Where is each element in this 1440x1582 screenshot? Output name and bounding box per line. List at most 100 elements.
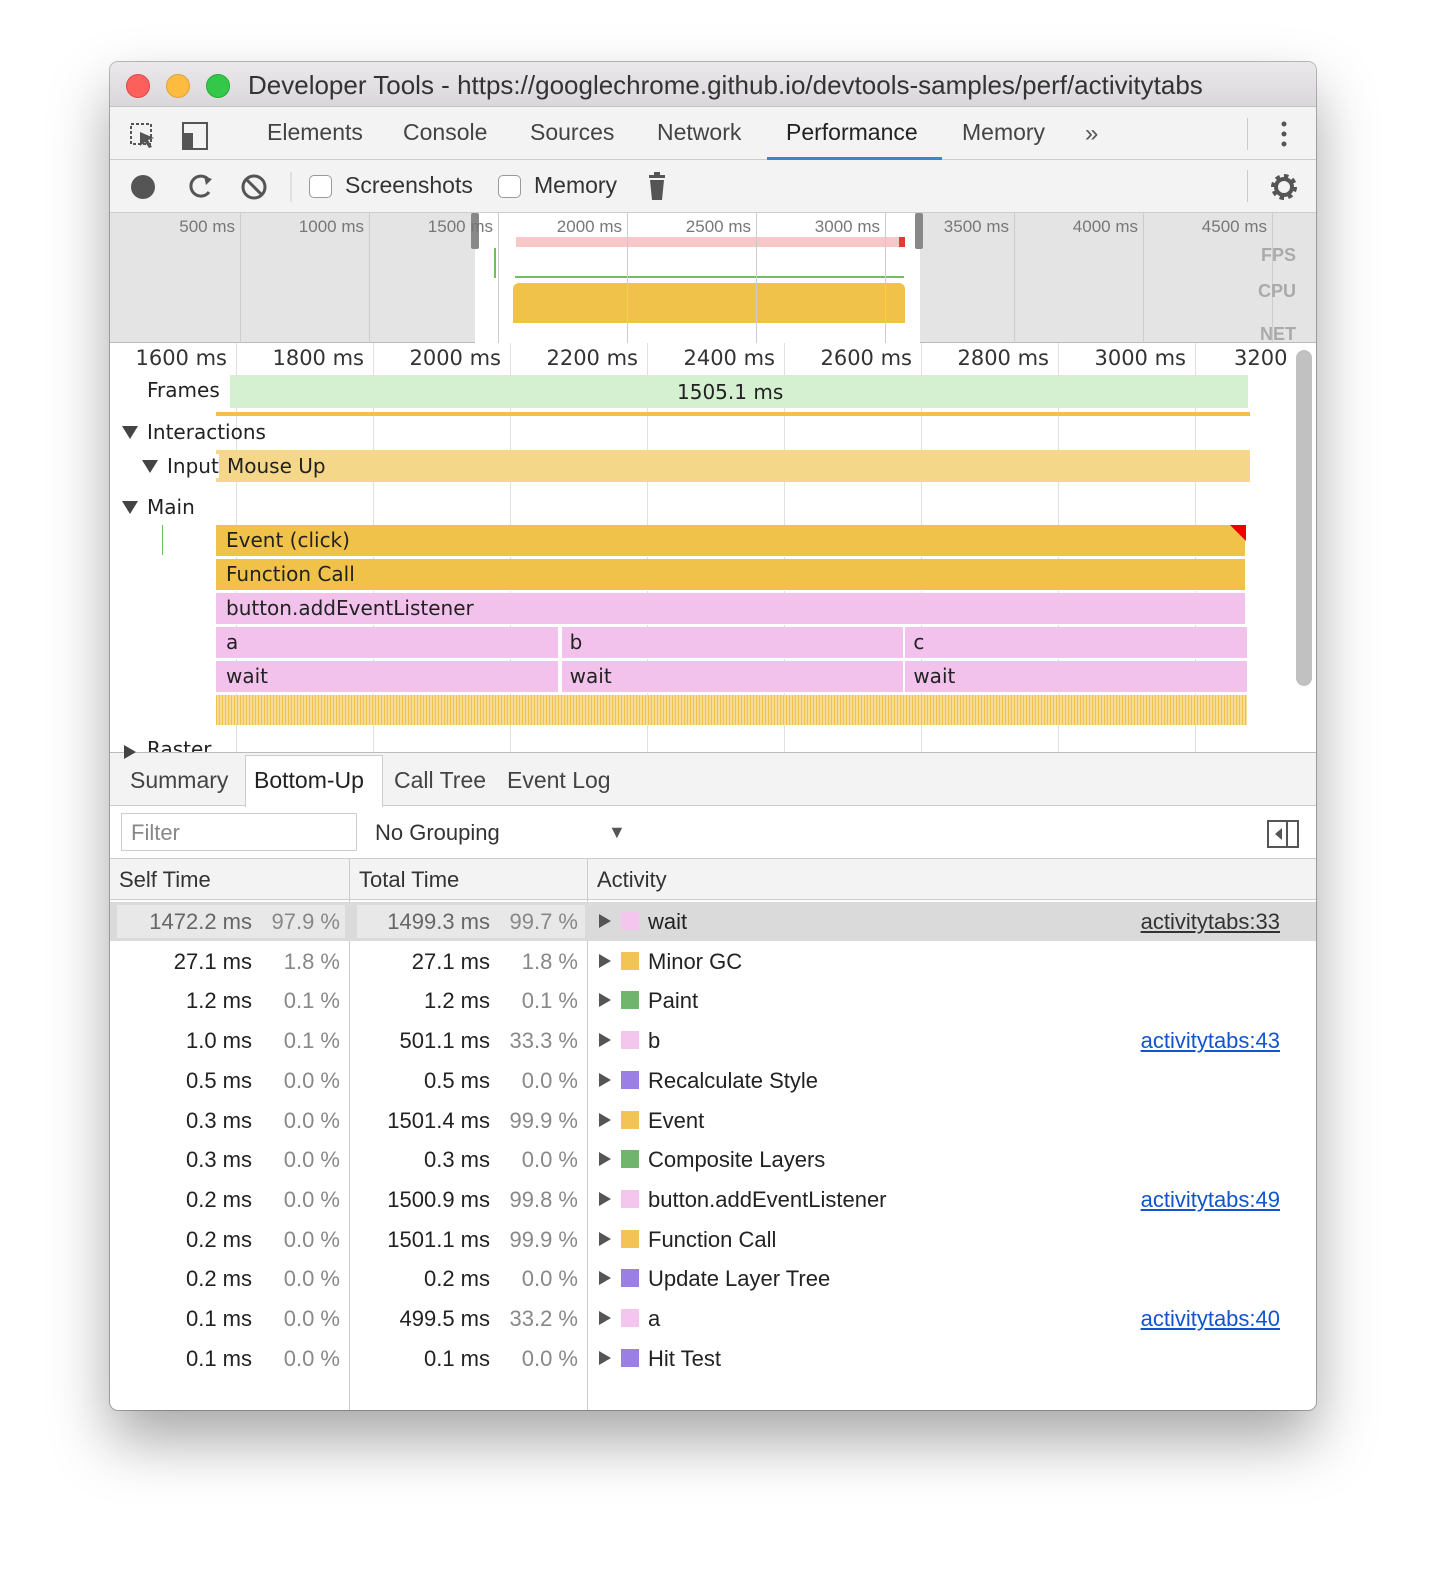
bottom-tab[interactable]: Summary (130, 767, 229, 793)
timeline-tick-label flame: 2800 ms (957, 346, 1049, 370)
row-expand[interactable] (599, 1191, 611, 1206)
flame-label: Function Call (226, 562, 355, 586)
checkbox-label: Memory (534, 172, 618, 198)
activity-name: Recalculate Style (648, 1067, 818, 1093)
row-expand[interactable] (599, 993, 611, 1008)
category-swatch (621, 1229, 639, 1248)
total-time: 1501.4 ms (387, 1107, 490, 1133)
overview-tick-label: 4000 ms (1072, 217, 1138, 236)
settings-button[interactable] (1269, 172, 1299, 202)
flame-entry[interactable] (905, 661, 1247, 693)
selection-handle[interactable] (471, 213, 479, 249)
flame-entry[interactable] (561, 627, 904, 659)
overview-grid-line (756, 213, 757, 343)
overview-grid-line (1143, 213, 1144, 343)
selection-handle[interactable] (915, 213, 923, 249)
source-link[interactable]: activitytabs:40 (1140, 1306, 1280, 1331)
gc-stripes (216, 695, 1247, 725)
checkbox[interactable] (498, 175, 521, 198)
flame-entry[interactable] (216, 593, 1245, 625)
raster-triangle[interactable] (124, 745, 136, 759)
panel-tab[interactable]: Memory (962, 119, 1046, 145)
scrollbar[interactable] (1296, 350, 1312, 686)
panel-tab[interactable]: Performance (786, 119, 918, 145)
column-header[interactable]: Activity (597, 867, 667, 892)
flame-label: wait (569, 664, 612, 688)
flame-label: wait (913, 664, 956, 688)
flame-entry[interactable] (216, 627, 558, 659)
flame-label: b (569, 630, 583, 654)
dropdown-arrow[interactable]: ▼ (608, 822, 626, 842)
overview-grid-line (498, 213, 499, 343)
row-expand[interactable] (599, 914, 611, 928)
minimize-button[interactable] (166, 74, 190, 98)
self-percent: 0.1 % (283, 1028, 340, 1054)
flame-entry[interactable] (216, 661, 558, 693)
row-expand[interactable] (599, 1033, 611, 1048)
timeline-tick-label flame: 2400 ms (683, 346, 775, 370)
expand-triangle[interactable] (142, 460, 158, 473)
panel-tab[interactable]: Elements (267, 119, 363, 145)
more-tabs[interactable]: » (1085, 120, 1099, 147)
flame-entry[interactable] (216, 559, 1245, 591)
overview-track-label: NET (1260, 324, 1296, 344)
self-percent: 0.0 % (283, 1226, 340, 1252)
window-title: Developer Tools - https://googlechrome.g… (248, 70, 1203, 100)
fps-line (515, 276, 904, 278)
overview-grid-line (240, 213, 241, 343)
main-marker (162, 525, 163, 555)
flame-label: Event (click) (226, 528, 350, 552)
row-expand[interactable] (599, 1072, 611, 1087)
bottom-tab[interactable]: Call Tree (394, 767, 487, 793)
flame-entry[interactable] (561, 661, 904, 693)
close-button[interactable] (126, 74, 150, 98)
row-expand[interactable] (599, 1271, 611, 1286)
devtools-window: » ▼ Developer Tools - https://googlechro… (110, 62, 1316, 1410)
filter-input[interactable] (121, 813, 357, 851)
column-header[interactable]: Self Time (119, 867, 211, 892)
panel-tab[interactable]: Sources (530, 119, 615, 145)
self-percent: 0.0 % (283, 1067, 340, 1093)
activity-name: wait (648, 909, 688, 934)
reload-button[interactable] (189, 174, 211, 198)
checkbox[interactable] (309, 175, 332, 198)
bottom-tab[interactable]: Event Log (507, 767, 611, 793)
row-expand[interactable] (599, 1112, 611, 1127)
column-divider (349, 858, 350, 1410)
flame-label: button.addEventListener (226, 596, 474, 620)
sidebar-toggle[interactable] (1267, 820, 1299, 848)
panel-tab[interactable]: Network (657, 119, 742, 145)
row-expand[interactable] (599, 1231, 611, 1246)
row-expand[interactable] (599, 1311, 611, 1325)
panel-tab[interactable]: Console (403, 119, 488, 145)
source-link[interactable]: activitytabs:43 (1140, 1028, 1280, 1054)
toolbar-icons (130, 122, 208, 150)
expand-triangle[interactable] (122, 501, 138, 514)
total-time: 499.5 ms (399, 1306, 491, 1331)
total-percent: 99.8 % (509, 1186, 579, 1212)
source-link[interactable]: activitytabs:33 (1140, 909, 1280, 934)
total-time: 0.2 ms (423, 1266, 490, 1292)
flame-entry[interactable] (216, 525, 1245, 557)
total-percent: 99.9 % (509, 1226, 579, 1252)
expand-triangle[interactable] (122, 426, 138, 439)
clear-button[interactable] (241, 174, 267, 200)
bottom-tab[interactable]: Bottom-Up (254, 767, 364, 793)
row-expand[interactable] (599, 953, 611, 968)
collect-garbage-button[interactable] (647, 172, 667, 202)
record-button[interactable] (131, 175, 155, 199)
flame-entry[interactable] (905, 627, 1247, 659)
column-header[interactable]: Total Time (359, 867, 460, 892)
overview-tick-label: 1000 ms (298, 217, 364, 236)
zoom-button[interactable] (206, 74, 230, 98)
overview-track-label: CPU (1257, 281, 1296, 301)
row-expand[interactable] (599, 1152, 611, 1167)
total-percent: 33.2 % (509, 1306, 579, 1331)
source-link[interactable]: activitytabs:49 (1140, 1186, 1280, 1212)
total-time: 1500.9 ms (387, 1186, 490, 1212)
row-expand[interactable] (599, 1350, 611, 1365)
menu-button[interactable] (1278, 120, 1290, 150)
total-percent: 0.0 % (521, 1067, 578, 1093)
self-percent: 0.1 % (283, 988, 340, 1014)
grouping-select[interactable]: No Grouping (375, 820, 500, 845)
